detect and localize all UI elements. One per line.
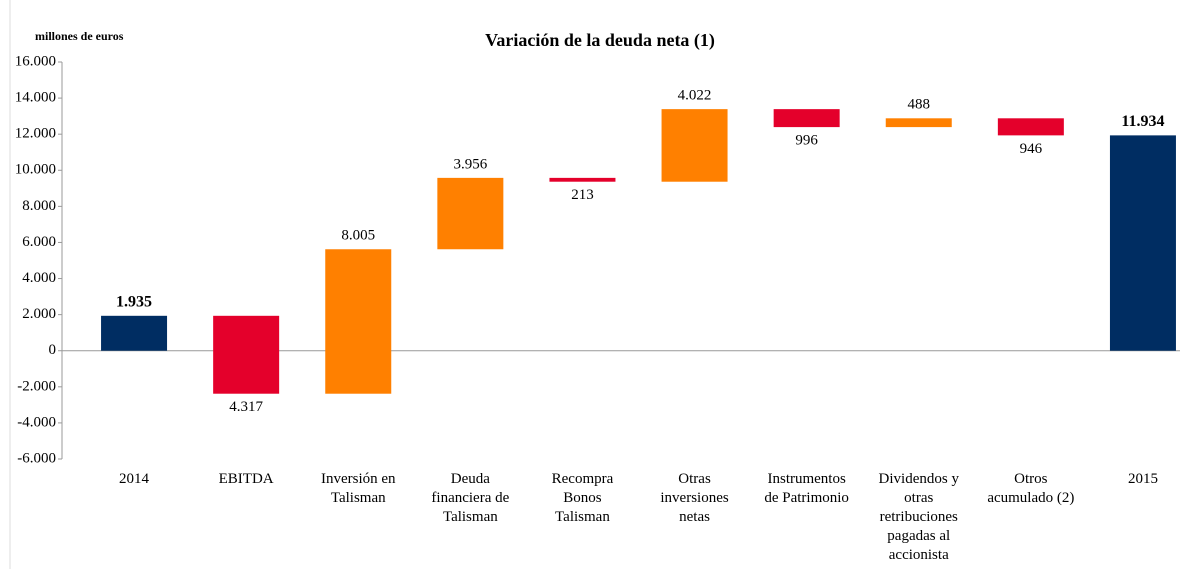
x-tick-label: 2014	[119, 471, 150, 487]
data-label: 946	[1020, 141, 1043, 157]
data-label: 488	[908, 97, 931, 113]
y-tick-label: 16.000	[15, 53, 56, 69]
data-label: 4.022	[678, 88, 712, 104]
x-tick-label: Recompra Bonos Talisman	[552, 471, 614, 525]
y-tick-label: 12.000	[15, 126, 56, 142]
y-tick-label: 8.000	[22, 198, 56, 214]
data-label: 4.317	[229, 399, 263, 415]
data-label: 3.956	[453, 156, 487, 172]
bar	[661, 109, 728, 182]
y-tick-label: 2.000	[22, 306, 56, 322]
y-tick-label: -4.000	[17, 414, 56, 430]
y-tick-label: 0	[49, 342, 57, 358]
data-label: 11.934	[1121, 113, 1164, 130]
bar	[213, 315, 280, 394]
chart-title: Variación de la deuda neta (1)	[485, 30, 715, 51]
x-tick-label: 2015	[1128, 471, 1158, 487]
x-tick-label: EBITDA	[219, 471, 274, 487]
data-label: 1.935	[116, 293, 152, 310]
y-tick-label: 10.000	[15, 162, 56, 178]
bar	[101, 315, 168, 351]
data-label: 213	[571, 187, 594, 203]
x-tick-label: Deuda financiera de Talisman	[431, 471, 509, 525]
y-tick-label: 14.000	[15, 90, 56, 106]
x-tick-label: Instrumentos de Patrimonio	[764, 471, 849, 506]
data-label: 996	[795, 133, 818, 149]
x-tick-label: Otros acumulado (2)	[987, 471, 1074, 506]
bar	[773, 109, 840, 128]
y-tick-label: 4.000	[22, 270, 56, 286]
bar	[437, 177, 504, 250]
y-tick-label: 6.000	[22, 234, 56, 250]
bar	[325, 249, 392, 394]
bar	[885, 118, 952, 128]
x-tick-label: Otras inversiones netas	[660, 471, 728, 525]
x-tick-label: Inversión en Talisman	[321, 471, 396, 506]
x-tick-label: Dividendos y otras retribuciones pagadas al…	[879, 471, 960, 563]
y-tick-label: -2.000	[17, 378, 56, 394]
bar	[997, 118, 1064, 136]
y-tick-label: -6.000	[17, 450, 56, 466]
y-axis-label: millones de euros	[35, 29, 124, 43]
bar	[549, 177, 616, 182]
data-label: 8.005	[341, 228, 375, 244]
bar	[1109, 135, 1176, 351]
